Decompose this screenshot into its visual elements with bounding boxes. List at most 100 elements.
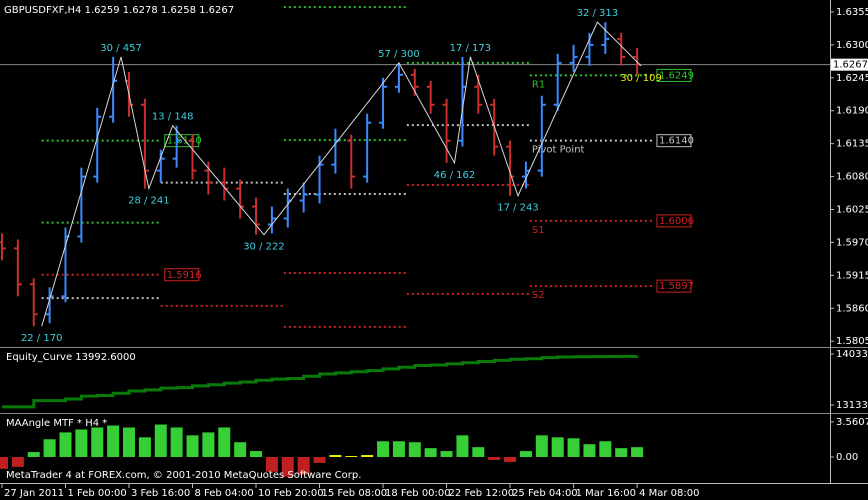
histogram-bar <box>440 451 453 458</box>
x-tick-label: 15 Feb 08:00 <box>322 488 388 499</box>
histogram-bar <box>313 457 326 463</box>
histogram-bar <box>599 441 612 458</box>
histogram-bar <box>27 452 40 458</box>
x-tick-label: 18 Feb 00:00 <box>385 488 451 499</box>
chart-title: GBPUSDFXF,H4 1.6259 1.6278 1.6258 1.6267 <box>4 5 234 16</box>
histogram-bar <box>345 456 358 458</box>
histogram-bar <box>91 427 104 458</box>
y-tick-label: 1.6135 <box>836 139 868 150</box>
histogram-bar <box>0 457 8 469</box>
histogram-bar <box>123 427 136 458</box>
level-box <box>656 134 692 148</box>
histogram-bar <box>329 455 342 458</box>
x-tick-label: 3 Feb 16:00 <box>131 488 190 499</box>
x-tick-label: 22 Feb 12:00 <box>449 488 515 499</box>
y-tick-label: 0.00 <box>836 452 858 463</box>
histogram-bar <box>138 437 151 458</box>
level-box-label: 1.6140 <box>167 136 202 147</box>
level-box <box>164 268 200 282</box>
histogram-bar <box>535 435 548 458</box>
histogram-bar <box>170 427 183 458</box>
zigzag-label: 46 / 162 <box>434 170 476 181</box>
y-tick-label: 1.6300 <box>836 40 868 51</box>
level-box <box>656 214 692 228</box>
histogram-bar <box>43 439 56 458</box>
histogram-bar <box>75 429 88 458</box>
histogram-bar <box>107 425 120 458</box>
x-tick-label: 27 Jan 2011 <box>4 488 64 499</box>
x-tick-label: 1 Feb 00:00 <box>67 488 126 499</box>
x-tick-label: 25 Feb 04:00 <box>512 488 578 499</box>
level-box <box>656 68 692 82</box>
y-tick-label: 1.6080 <box>836 172 868 183</box>
level-name: S2 <box>532 290 545 301</box>
zigzag-label: 17 / 243 <box>497 203 539 214</box>
level-box-label: 1.5897 <box>659 281 694 292</box>
y-tick-label: 1.6025 <box>836 205 868 216</box>
y-tick-label: 1.6245 <box>836 73 868 84</box>
current-price-label: 1.6267 <box>833 60 868 71</box>
histogram-bar <box>154 424 167 458</box>
current-price-box <box>831 58 868 71</box>
zigzag-label: 57 / 300 <box>378 49 420 60</box>
histogram-bar <box>456 435 469 458</box>
histogram-bar <box>250 451 263 458</box>
histogram-bar <box>424 448 437 458</box>
zigzag-label: 17 / 173 <box>450 43 492 54</box>
zigzag-label: 22 / 170 <box>21 333 63 344</box>
histogram-bar <box>567 438 580 458</box>
y-tick-label: 1.6355 <box>836 7 868 18</box>
zigzag-label: 32 / 313 <box>577 8 619 19</box>
histogram-bar <box>186 435 199 458</box>
histogram-bar <box>265 457 278 472</box>
footer: MetaTrader 4 at FOREX.com, © 2001-2010 M… <box>6 470 361 481</box>
zigzag-label: 13 / 148 <box>152 112 194 123</box>
equity-line <box>1 354 639 409</box>
level-box-label: 1.5916 <box>167 270 202 281</box>
histogram-bar <box>472 447 485 458</box>
x-tick-label: 4 Mar 08:00 <box>639 488 699 499</box>
y-tick-label: 13133.2 <box>836 400 868 411</box>
x-tick-label: 1 Mar 16:00 <box>576 488 636 499</box>
level-box <box>164 134 200 148</box>
y-tick-label: 14033.5 <box>836 349 868 360</box>
panel-title: MAAngle MTF * H4 * <box>6 418 107 429</box>
histogram-bar <box>488 457 501 460</box>
histogram-bar <box>218 427 231 458</box>
zigzag-label: 30 / 457 <box>100 43 142 54</box>
level-box-label: 1.6140 <box>659 136 694 147</box>
histogram-bar <box>504 457 517 462</box>
histogram-bar <box>519 451 532 458</box>
y-tick-label: 1.5805 <box>836 336 868 347</box>
histogram-bar <box>202 432 215 458</box>
zigzag <box>41 21 642 327</box>
y-tick-label: 1.6190 <box>836 106 868 117</box>
histogram-bar <box>583 444 596 458</box>
histogram-bar <box>408 442 421 458</box>
y-tick-label: 1.5915 <box>836 270 868 281</box>
histogram-bar <box>234 442 247 458</box>
level-box-label: 1.6249 <box>659 70 694 81</box>
histogram-bar <box>377 441 390 458</box>
histogram-bar <box>11 457 24 467</box>
histogram-bar <box>631 447 644 458</box>
histogram-bar <box>361 455 374 458</box>
histogram-bar <box>615 448 628 458</box>
level-name: Pivot Point <box>532 145 585 156</box>
y-tick-label: 1.5970 <box>836 237 868 248</box>
histogram-bar <box>59 432 72 458</box>
zigzag-label: 30 / 109 <box>620 73 662 84</box>
zigzag-label: 28 / 241 <box>128 196 170 207</box>
level-name: R1 <box>532 79 545 90</box>
x-tick-label: 10 Feb 20:00 <box>258 488 324 499</box>
histogram-bar <box>281 457 294 477</box>
level-box <box>656 279 692 293</box>
level-name: S1 <box>532 225 545 236</box>
histogram-bar <box>551 437 564 458</box>
histogram-bar <box>392 441 405 458</box>
x-tick-label: 8 Feb 04:00 <box>195 488 254 499</box>
